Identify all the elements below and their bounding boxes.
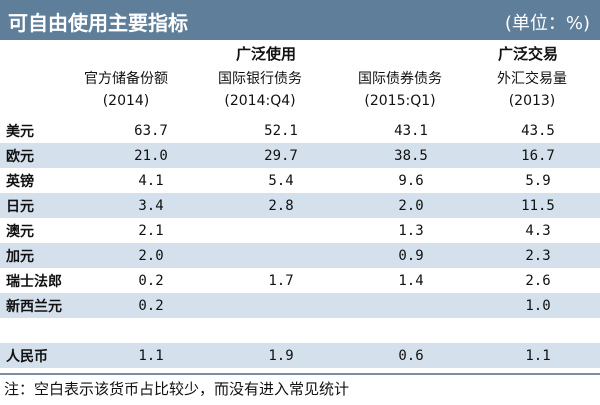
column-header-row: 官方储备份额 (2014) 国际银行债务 (2014:Q4) 国际债券债务 (2…	[0, 66, 600, 114]
group-wide-use: 广泛使用	[236, 45, 297, 63]
value-bank-debt	[216, 318, 346, 343]
footnote: 注：空白表示该货币占比较少，而没有进入常见统计	[4, 380, 350, 398]
value-reserves: 3.4	[86, 193, 216, 218]
value-fx-volume: 1.1	[476, 343, 600, 368]
value-reserves: 1.1	[86, 343, 216, 368]
value-bank-debt	[216, 243, 346, 268]
value-reserves: 21.0	[86, 143, 216, 168]
value-bond-debt	[346, 293, 476, 318]
column-header-fx-volume: 外汇交易量 (2013)	[497, 71, 567, 109]
currency-name: 澳元	[0, 218, 86, 243]
currency-name	[0, 318, 86, 343]
currency-name: 加元	[0, 243, 86, 268]
value-bond-debt: 43.1	[346, 118, 476, 143]
currency-name: 人民币	[0, 343, 86, 368]
value-fx-volume: 43.5	[476, 118, 600, 143]
currency-name: 欧元	[0, 143, 86, 168]
table-title: 可自由使用主要指标	[8, 11, 188, 35]
column-header-reserves: 官方储备份额 (2014)	[84, 71, 168, 109]
value-bank-debt: 1.9	[216, 343, 346, 368]
value-bond-debt: 0.6	[346, 343, 476, 368]
value-bond-debt	[346, 318, 476, 343]
value-fx-volume: 2.3	[476, 243, 600, 268]
value-bond-debt: 1.4	[346, 268, 476, 293]
value-reserves: 0.2	[86, 293, 216, 318]
value-bond-debt: 38.5	[346, 143, 476, 168]
value-fx-volume: 2.6	[476, 268, 600, 293]
value-fx-volume: 5.9	[476, 168, 600, 193]
table-row: 日元 3.4 2.8 2.0 11.5	[0, 193, 600, 218]
table-row: 新西兰元 0.2 1.0	[0, 293, 600, 318]
group-wide-trade: 广泛交易	[498, 45, 559, 63]
bottom-divider	[0, 373, 600, 375]
value-fx-volume: 1.0	[476, 293, 600, 318]
currency-name: 新西兰元	[0, 293, 86, 318]
column-header-bank-debt: 国际银行债务 (2014:Q4)	[218, 71, 302, 109]
table-row: 欧元 21.0 29.7 38.5 16.7	[0, 143, 600, 168]
value-bond-debt: 9.6	[346, 168, 476, 193]
currency-name: 日元	[0, 193, 86, 218]
value-bank-debt: 29.7	[216, 143, 346, 168]
table-row: 英镑 4.1 5.4 9.6 5.9	[0, 168, 600, 193]
currency-name: 美元	[0, 118, 86, 143]
value-reserves: 0.2	[86, 268, 216, 293]
table-row-spacer	[0, 318, 600, 343]
value-fx-volume: 11.5	[476, 193, 600, 218]
value-bank-debt: 1.7	[216, 268, 346, 293]
currency-name: 英镑	[0, 168, 86, 193]
value-reserves	[86, 318, 216, 343]
value-bank-debt: 2.8	[216, 193, 346, 218]
title-bar: 可自由使用主要指标 (单位：%)	[0, 0, 600, 40]
value-bond-debt: 1.3	[346, 218, 476, 243]
value-fx-volume: 4.3	[476, 218, 600, 243]
currency-table: 美元 63.7 52.1 43.1 43.5 欧元 21.0 29.7 38.5…	[0, 118, 600, 368]
value-fx-volume	[476, 318, 600, 343]
value-bank-debt: 5.4	[216, 168, 346, 193]
value-fx-volume: 16.7	[476, 143, 600, 168]
table-row: 人民币 1.1 1.9 0.6 1.1	[0, 343, 600, 368]
value-bank-debt	[216, 218, 346, 243]
table-row: 美元 63.7 52.1 43.1 43.5	[0, 118, 600, 143]
value-bank-debt: 52.1	[216, 118, 346, 143]
group-header-row: 广泛使用 广泛交易	[0, 40, 600, 68]
value-bond-debt: 0.9	[346, 243, 476, 268]
table-row: 瑞士法郎 0.2 1.7 1.4 2.6	[0, 268, 600, 293]
value-reserves: 2.0	[86, 243, 216, 268]
value-bank-debt	[216, 293, 346, 318]
value-reserves: 2.1	[86, 218, 216, 243]
table-row: 澳元 2.1 1.3 4.3	[0, 218, 600, 243]
table-row: 加元 2.0 0.9 2.3	[0, 243, 600, 268]
value-reserves: 4.1	[86, 168, 216, 193]
unit-label: (单位：%)	[504, 13, 590, 34]
value-reserves: 63.7	[86, 118, 216, 143]
value-bond-debt: 2.0	[346, 193, 476, 218]
column-header-bond-debt: 国际债券债务 (2015:Q1)	[358, 71, 442, 109]
currency-name: 瑞士法郎	[0, 268, 86, 293]
